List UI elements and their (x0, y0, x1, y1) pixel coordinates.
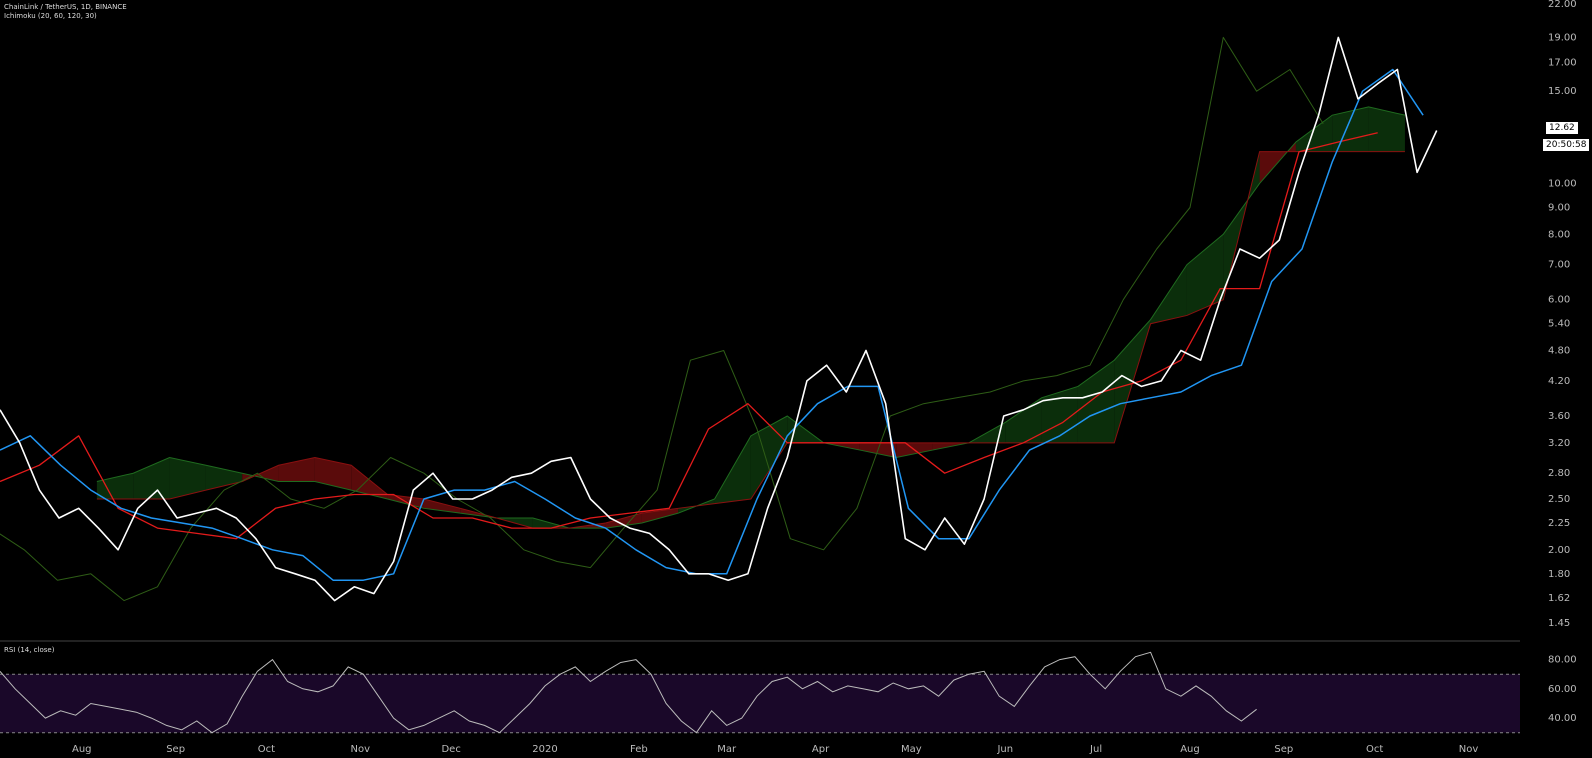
time-tick-label: Nov (351, 744, 371, 755)
price-tick-label: 17.00 (1548, 58, 1577, 69)
price-tick-label: 1.62 (1548, 593, 1570, 604)
indicator-label: Ichimoku (20, 60, 120, 30) (4, 12, 97, 20)
last-price-tag: 12.62 (1546, 122, 1578, 134)
cloud-segment (1295, 115, 1333, 152)
cloud-segment (605, 513, 642, 529)
time-tick-label: Jul (1089, 744, 1102, 755)
time-tick-label: Oct (1366, 744, 1383, 755)
price-tick-label: 1.45 (1548, 618, 1570, 629)
price-tick-label: 15.00 (1548, 86, 1577, 97)
price-line (0, 36, 1438, 602)
price-tick-label: 2.50 (1548, 494, 1570, 505)
rsi-line (0, 651, 1257, 734)
price-tick-label: 2.00 (1548, 545, 1570, 556)
rsi-tick-label: 80.00 (1548, 655, 1577, 666)
price-tick-label: 8.00 (1548, 229, 1570, 240)
leading-span-a (96, 106, 1406, 529)
price-tick-label: 6.00 (1548, 295, 1570, 306)
cloud-segment (1368, 106, 1405, 152)
cloud-segment (133, 457, 170, 500)
time-tick-label: Mar (717, 744, 737, 755)
price-tick-label: 4.20 (1548, 376, 1570, 387)
time-tick-label: Aug (1180, 744, 1200, 755)
price-tick-label: 7.00 (1548, 260, 1570, 271)
price-tick-label: 3.20 (1548, 438, 1570, 449)
cloud-segment (1186, 234, 1224, 316)
rsi-label: RSI (14, close) (4, 646, 55, 654)
price-tick-label: 4.80 (1548, 346, 1570, 357)
lagging-span-line (0, 36, 1324, 602)
countdown-tag: 20:50:58 (1543, 139, 1590, 151)
rsi-tick-label: 60.00 (1548, 684, 1577, 695)
conversion-line (0, 68, 1424, 581)
time-tick-label: Dec (441, 744, 460, 755)
price-tick-label: 2.25 (1548, 518, 1570, 529)
symbol-title: ChainLink / TetherUS, 1D, BINANCE (4, 3, 127, 11)
time-tick-label: Jun (996, 744, 1013, 755)
cloud-segment (714, 435, 751, 504)
cloud-segment (351, 465, 388, 500)
time-tick-label: Sep (1274, 744, 1293, 755)
cloud-segment (1077, 360, 1115, 443)
ichimoku-lines (0, 36, 1438, 602)
cloud-segment (423, 499, 461, 514)
time-tick-label: Feb (630, 744, 648, 755)
time-tick-label: May (901, 744, 922, 755)
price-tick-label: 9.00 (1548, 202, 1570, 213)
rsi-band (0, 674, 1520, 733)
rsi-tick-label: 40.00 (1548, 713, 1577, 724)
cloud-segment (1005, 397, 1042, 443)
rsi-pane (0, 651, 1520, 734)
cloud-segment (750, 416, 788, 500)
cloud-segment (169, 457, 206, 500)
price-tick-label: 3.60 (1548, 411, 1570, 422)
time-tick-label: 2020 (532, 744, 557, 755)
price-tick-label: 2.80 (1548, 468, 1570, 479)
time-tick-label: Nov (1459, 744, 1479, 755)
price-tick-label: 22.00 (1548, 0, 1577, 10)
time-tick-label: Aug (72, 744, 92, 755)
time-tick-label: Oct (258, 744, 275, 755)
leading-span-b (96, 151, 1405, 529)
price-tick-label: 19.00 (1548, 32, 1577, 43)
time-axis[interactable]: Aug Sep Oct Nov Dec 2020 Feb Mar Apr May Jun Jul Aug… (72, 744, 1478, 755)
cloud-segment (1150, 264, 1187, 324)
price-tick-label: 1.80 (1548, 569, 1570, 580)
price-tick-label: 5.40 (1548, 319, 1570, 330)
time-tick-label: Sep (166, 744, 185, 755)
base-line (0, 132, 1378, 540)
time-tick-label: Apr (812, 744, 830, 755)
price-tick-label: 10.00 (1548, 178, 1577, 189)
price-axis[interactable]: 22.00 19.00 17.00 15.00 10.00 9.00 8.00 7.00 6.0… (1548, 0, 1577, 724)
cloud-segment (314, 457, 352, 491)
